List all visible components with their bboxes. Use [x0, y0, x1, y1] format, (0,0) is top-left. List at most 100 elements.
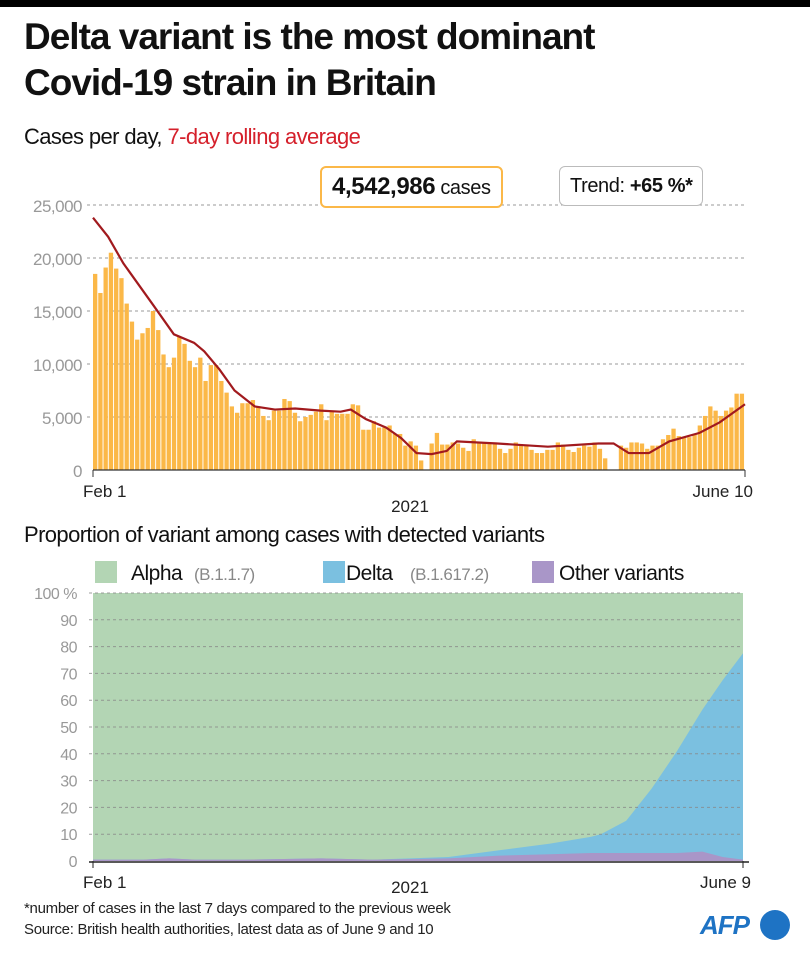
- case-bar: [140, 333, 145, 470]
- title-line-2: Covid-19 strain in Britain: [24, 62, 437, 103]
- case-bar: [729, 407, 734, 470]
- x-tick-label-start: Feb 1: [83, 482, 126, 501]
- case-bar: [266, 420, 271, 470]
- legend-swatch-other: [532, 561, 554, 583]
- case-bar: [408, 441, 413, 470]
- case-bar: [203, 380, 208, 470]
- case-bar: [718, 415, 724, 470]
- subtitle-prefix: Cases per day,: [24, 124, 168, 149]
- case-bar: [329, 410, 334, 470]
- case-bar: [413, 445, 419, 470]
- case-bar: [355, 405, 361, 470]
- y-tick-label: 30: [60, 774, 77, 791]
- variant-legend: Alpha (B.1.1.7) Delta (B.1.617.2) Other vari…: [95, 561, 684, 585]
- case-bar: [518, 444, 524, 470]
- case-bar: [639, 443, 645, 470]
- case-bar: [129, 321, 135, 470]
- case-bar: [145, 327, 150, 470]
- variant-areas: [93, 593, 743, 861]
- afp-logo: AFP: [700, 910, 750, 940]
- y-tick-label: 15,000: [33, 303, 82, 322]
- case-bar: [597, 448, 603, 470]
- variant-axis: 0 10 20 30 40 50 60 70 80 90 100 % Feb 1 June 9 2021: [34, 586, 751, 897]
- case-bar: [471, 439, 476, 470]
- case-bar: [245, 403, 250, 470]
- case-bar: [566, 449, 571, 470]
- case-bar: [450, 442, 455, 470]
- case-bar: [708, 406, 713, 470]
- case-bar: [429, 443, 434, 470]
- case-bar: [461, 447, 466, 470]
- cases-bars: [93, 252, 745, 470]
- case-bar: [671, 428, 676, 470]
- x-tick-label-end: June 10: [693, 482, 754, 501]
- case-bar: [240, 403, 245, 470]
- case-bar: [550, 449, 555, 470]
- case-bar: [487, 442, 492, 470]
- case-bar: [287, 401, 292, 470]
- case-bar: [503, 453, 508, 470]
- case-bar: [650, 445, 655, 470]
- y-tick-label: 40: [60, 747, 77, 764]
- case-bar: [534, 453, 539, 470]
- case-bar: [681, 437, 687, 470]
- case-bar: [187, 360, 192, 470]
- case-bar: [392, 433, 398, 470]
- case-bar: [692, 433, 697, 470]
- trend-box: Trend: +65 %*: [559, 166, 704, 206]
- case-bar: [387, 425, 392, 470]
- title-line-1: Delta variant is the most dominant: [24, 16, 595, 57]
- case-bar: [513, 442, 518, 470]
- x-tick-label-start: Feb 1: [83, 873, 126, 892]
- total-cases-unit: cases: [435, 177, 491, 199]
- case-bar: [734, 393, 739, 470]
- y-tick-label: 0: [73, 462, 82, 481]
- case-bar: [676, 436, 681, 470]
- case-bar: [150, 311, 156, 470]
- case-bar: [177, 336, 182, 470]
- case-bar: [324, 420, 329, 470]
- x-tick-label-end: June 9: [700, 873, 751, 892]
- case-bar: [629, 442, 634, 470]
- case-bar: [308, 414, 313, 470]
- case-bar: [371, 421, 376, 470]
- y-tick-label: 25,000: [33, 197, 82, 216]
- case-bar: [539, 453, 545, 470]
- y-tick-label: 80: [60, 640, 77, 657]
- legend-label-other: Other variants: [559, 562, 684, 585]
- case-bar: [161, 354, 166, 470]
- total-cases-value: 4,542,986: [332, 173, 436, 200]
- case-bar: [592, 442, 597, 470]
- case-bar: [319, 404, 324, 470]
- case-bar: [282, 398, 287, 470]
- case-bar: [382, 427, 387, 470]
- y-tick-label: 20,000: [33, 250, 82, 269]
- legend-code-alpha: (B.1.1.7): [194, 565, 255, 584]
- case-bar: [618, 445, 624, 470]
- case-bar: [108, 252, 114, 470]
- case-bar: [298, 421, 303, 470]
- case-bar: [529, 449, 534, 470]
- case-bar: [419, 460, 424, 470]
- y-tick-label: 50: [60, 720, 77, 737]
- source-note: Source: British health authorities, late…: [24, 921, 434, 938]
- case-bar: [739, 393, 745, 470]
- variant-grid: [89, 592, 743, 835]
- case-bar: [697, 425, 702, 470]
- case-bar: [624, 447, 629, 470]
- rolling-average-line: [92, 217, 746, 456]
- subtitle: Cases per day, 7-day rolling average: [24, 124, 361, 150]
- case-bar: [250, 400, 256, 470]
- case-bar: [313, 411, 319, 470]
- y-tick-label: 0: [69, 854, 78, 871]
- y-tick-label: 10: [60, 827, 77, 844]
- case-bar: [340, 413, 345, 470]
- case-bar: [492, 442, 497, 470]
- x-axis-year: 2021: [391, 878, 429, 897]
- case-bar: [192, 367, 198, 470]
- case-bar: [666, 435, 671, 470]
- case-bar: [702, 415, 708, 470]
- case-bar: [93, 273, 98, 470]
